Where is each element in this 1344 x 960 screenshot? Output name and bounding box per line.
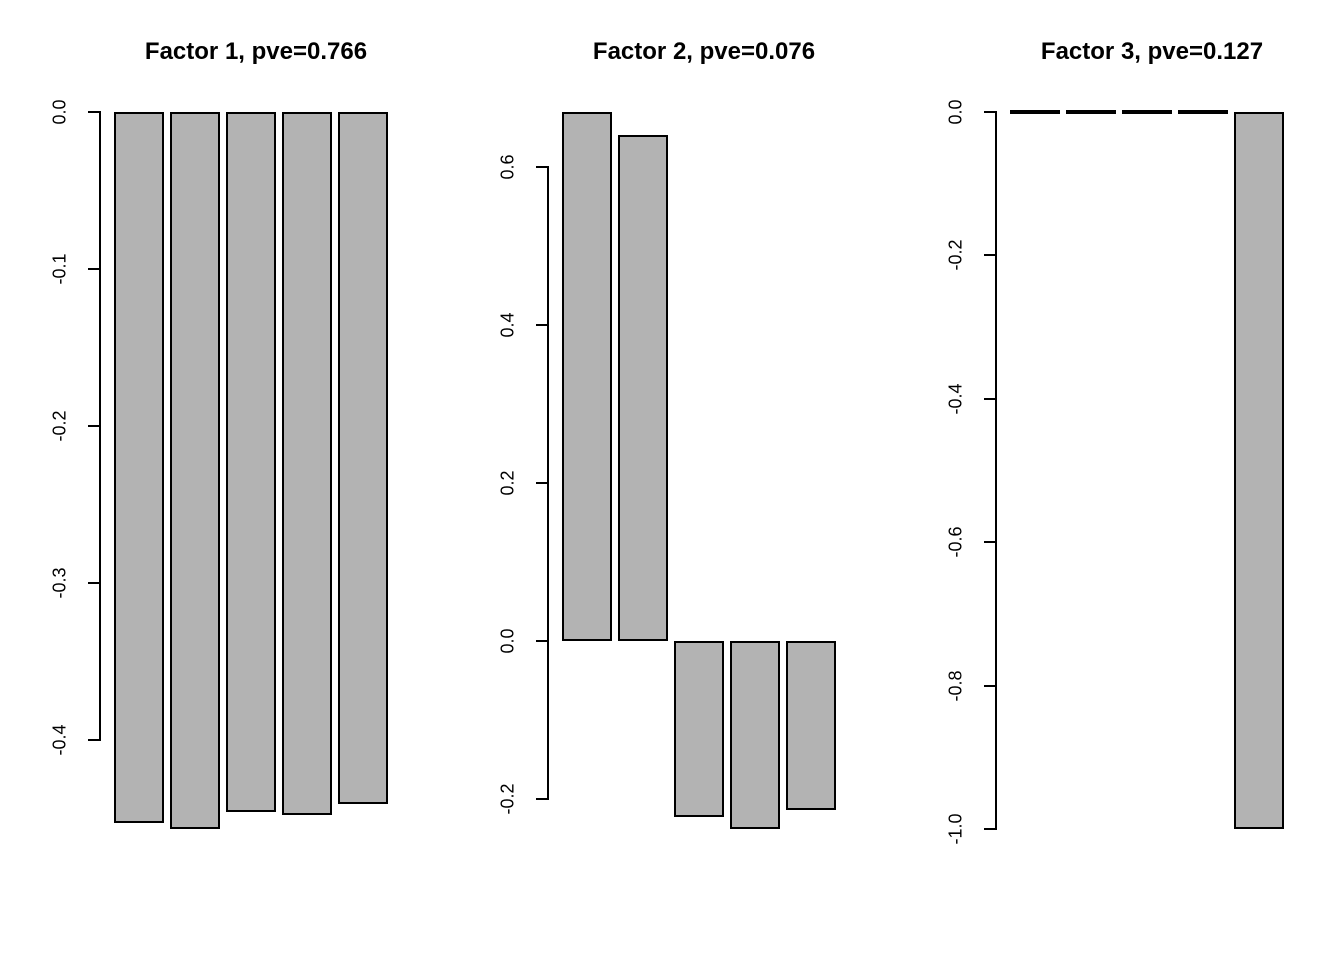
bar-5 xyxy=(786,641,837,810)
y-axis-tick-label: -1.0 xyxy=(945,813,966,845)
y-axis-tick xyxy=(536,482,547,485)
panel-factor-2: Factor 2, pve=0.076 0.6 0.4 0.2 0.0 -0.2 xyxy=(448,0,896,960)
plot-area-factor-2: 0.6 0.4 0.2 0.0 -0.2 xyxy=(448,83,896,858)
y-axis-tick-label: -0.2 xyxy=(945,239,966,271)
panel-title-factor-2: Factor 2, pve=0.076 xyxy=(592,38,816,65)
bar-2 xyxy=(617,135,668,642)
bar-2 xyxy=(1065,109,1116,114)
bar-1 xyxy=(561,111,612,642)
bar-4 xyxy=(730,641,781,830)
y-axis-tick xyxy=(536,166,547,168)
y-axis-tick-label: 0.0 xyxy=(49,99,70,125)
y-axis-tick-label: -0.1 xyxy=(49,253,70,285)
y-axis-tick-label: -0.2 xyxy=(497,783,518,815)
y-axis-tick-label: 0.2 xyxy=(497,470,518,496)
bar-4 xyxy=(1178,109,1229,114)
panel-title-factor-1: Factor 1, pve=0.766 xyxy=(144,38,368,65)
panel-factor-1: Factor 1, pve=0.766 0.0 -0.1 -0.2 -0.3 -0.4 xyxy=(0,0,448,960)
plot-area-factor-1: 0.0 -0.1 -0.2 -0.3 -0.4 xyxy=(0,83,448,858)
y-axis-line xyxy=(99,110,101,741)
y-axis-tick xyxy=(984,254,995,257)
y-axis-tick xyxy=(536,798,547,801)
y-axis-tick xyxy=(536,640,547,643)
y-axis-tick xyxy=(88,110,99,113)
y-axis-tick xyxy=(536,324,547,327)
bar-2 xyxy=(169,111,220,830)
bar-5 xyxy=(1234,111,1285,830)
y-axis-tick-label: -0.8 xyxy=(945,670,966,702)
y-axis-tick-label: -0.3 xyxy=(49,567,70,599)
bar-3 xyxy=(1121,109,1172,114)
y-axis-tick xyxy=(984,110,995,113)
y-axis-tick-label: -0.2 xyxy=(49,410,70,442)
bar-3 xyxy=(673,641,724,818)
y-axis-tick xyxy=(984,397,995,400)
plot-area-factor-3: 0.0 -0.2 -0.4 -0.6 -0.8 -1.0 xyxy=(896,83,1344,858)
y-axis-tick xyxy=(984,684,995,687)
y-axis-line xyxy=(547,166,549,801)
y-axis-tick xyxy=(88,581,99,584)
y-axis-tick xyxy=(88,424,99,427)
y-axis-tick xyxy=(88,267,99,270)
bar-3 xyxy=(225,111,276,812)
y-axis-tick-label: 0.4 xyxy=(497,312,518,338)
y-axis-tick xyxy=(984,828,995,831)
y-axis-line xyxy=(995,110,997,831)
y-axis-tick-label: 0.6 xyxy=(497,154,518,180)
y-axis-tick-label: -0.4 xyxy=(945,383,966,415)
bar-1 xyxy=(113,111,164,823)
y-axis-tick-label: -0.4 xyxy=(49,724,70,756)
bar-5 xyxy=(338,111,389,805)
bar-4 xyxy=(282,111,333,816)
y-axis-tick-label: -0.6 xyxy=(945,526,966,558)
y-axis-tick-label: 0.0 xyxy=(945,99,966,125)
y-axis-tick xyxy=(88,738,99,741)
panel-title-factor-3: Factor 3, pve=0.127 xyxy=(1040,38,1264,65)
bar-1 xyxy=(1009,109,1060,114)
y-axis-tick xyxy=(984,541,995,544)
y-axis-tick-label: 0.0 xyxy=(497,628,518,654)
panel-factor-3: Factor 3, pve=0.127 0.0 -0.2 -0.4 -0.6 -0.8 -… xyxy=(896,0,1344,960)
